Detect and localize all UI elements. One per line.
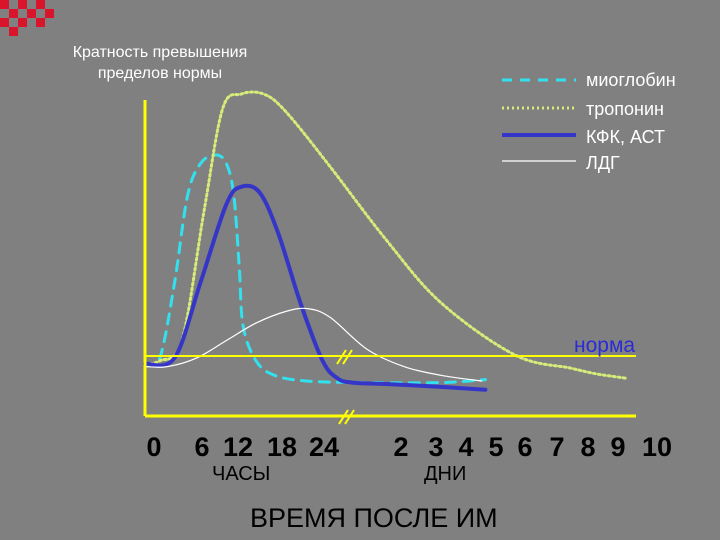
axes: [143, 100, 636, 425]
legend-label-troponin: тропонин: [586, 99, 664, 119]
deco-square: [0, 18, 9, 27]
x-tick-label: 5: [488, 432, 504, 462]
x-tick-label: 3: [428, 432, 444, 462]
x-tick-label: 7: [549, 432, 565, 462]
legend-label-myoglobin: миоглобин: [586, 70, 676, 90]
x-tick-label: 6: [194, 432, 210, 462]
deco-square: [18, 18, 27, 27]
deco-square: [18, 0, 27, 9]
x-tick-label: 0: [146, 432, 162, 462]
axis-break-mark: [344, 409, 355, 425]
x-tick-label: 8: [580, 432, 596, 462]
troponin-line: [143, 90, 628, 380]
x-tick-label: 2: [393, 432, 409, 462]
legend-label-ck-ast: КФК, АСТ: [586, 127, 666, 147]
x-axis-title: ВРЕМЯ ПОСЛЕ ИМ: [250, 503, 498, 533]
deco-square: [9, 9, 18, 18]
x-tick-label: 18: [266, 432, 298, 462]
deco-square: [9, 27, 18, 36]
myoglobin-line: [143, 153, 487, 385]
deco-square: [27, 9, 36, 18]
deco-square: [36, 18, 45, 27]
x-tick-label: 10: [641, 432, 673, 462]
norm-label: норма: [574, 334, 636, 357]
legend: [502, 78, 576, 162]
deco-square: [45, 9, 54, 18]
axis-break-mark: [338, 409, 349, 425]
x-tick-label: 6: [517, 432, 533, 462]
norm-break-mark: [342, 349, 353, 365]
y-axis-title: Кратность превышения пределов нормы: [72, 44, 248, 82]
x-tick-label: 24: [308, 432, 340, 462]
series-lines: [143, 90, 628, 392]
norm-break-mark: [336, 349, 347, 365]
x-tick-label: 4: [458, 432, 474, 462]
legend-label-ldh: ЛДГ: [586, 153, 620, 173]
x-tick-label: 9: [610, 432, 626, 462]
ldh-line: [144, 307, 483, 382]
x-tick-label: 12: [222, 432, 254, 462]
days-label: ДНИ: [424, 463, 467, 485]
hours-label: ЧАСЫ: [212, 463, 271, 485]
deco-square: [0, 0, 9, 9]
ck-ast-line: [143, 183, 488, 392]
deco-square: [36, 0, 45, 9]
